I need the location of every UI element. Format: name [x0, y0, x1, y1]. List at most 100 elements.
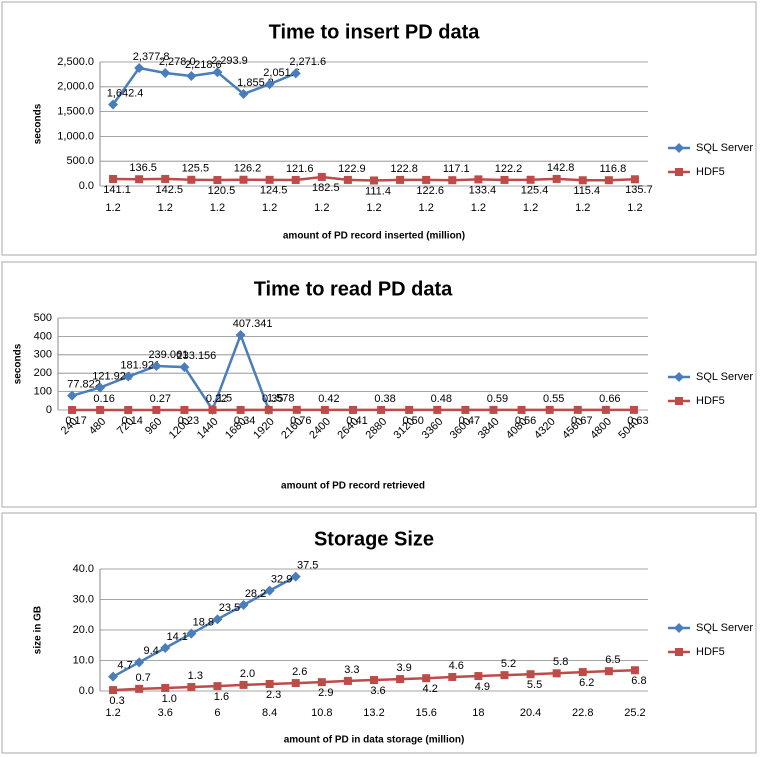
data-label: 0.34 — [234, 415, 255, 427]
marker — [213, 176, 222, 185]
data-label: 122.8 — [390, 163, 418, 175]
x-tick-label: 25.2 — [624, 707, 645, 719]
data-label: 1,855.3 — [237, 77, 274, 89]
x-tick-label: 6 — [214, 707, 220, 719]
x-tick-label: 1.2 — [471, 202, 486, 214]
data-label: 239.061 — [148, 349, 188, 361]
x-tick-label: 8.4 — [262, 707, 277, 719]
marker — [238, 88, 249, 99]
data-label: 4.9 — [475, 681, 490, 693]
marker — [474, 672, 483, 681]
legend-label: SQL Server — [696, 371, 753, 383]
y-tick-label: 0.0 — [79, 685, 94, 697]
y-tick-label: 100 — [34, 386, 52, 398]
data-label: 0.7 — [135, 672, 150, 684]
data-label: 121.6 — [286, 163, 314, 175]
marker — [396, 675, 405, 684]
marker — [552, 174, 561, 183]
data-label: 2.3 — [266, 689, 281, 701]
data-label: 2,278.0 — [159, 56, 196, 68]
marker — [343, 676, 352, 685]
marker — [552, 669, 561, 678]
marker — [67, 390, 78, 401]
y-axis-title: size in GB — [33, 606, 44, 654]
marker — [108, 671, 119, 682]
x-axis-title: amount of PD record inserted (million) — [283, 231, 465, 242]
marker — [235, 330, 246, 341]
y-axis-title: seconds — [13, 343, 24, 384]
marker — [370, 176, 378, 185]
data-label: 0.59 — [487, 393, 508, 405]
panel — [1, 261, 757, 508]
marker — [179, 362, 190, 373]
y-tick-label: 400 — [34, 330, 52, 342]
legend-label: HDF5 — [696, 166, 725, 178]
marker — [187, 175, 196, 184]
x-axis-title: amount of PD in data storage (million) — [284, 735, 465, 746]
data-label: 0.47 — [459, 415, 480, 427]
marker — [290, 571, 301, 582]
x-tick-label: 15.6 — [415, 707, 436, 719]
data-label: 0.48 — [431, 393, 452, 405]
marker — [320, 405, 329, 414]
marker — [265, 679, 274, 688]
chart-title: Time to insert PD data — [269, 21, 481, 43]
data-label: 32.9 — [271, 574, 292, 586]
marker — [448, 176, 457, 185]
data-label: 0.63 — [627, 415, 648, 427]
x-axis-title: amount of PD record retrieved — [281, 481, 425, 492]
marker — [135, 684, 144, 693]
marker — [95, 382, 106, 393]
data-label: 1.6 — [214, 691, 229, 703]
marker — [134, 63, 145, 74]
data-label: 37.5 — [297, 560, 318, 572]
data-label: 0.3 — [109, 695, 124, 707]
x-tick-label: 20.4 — [520, 707, 541, 719]
y-tick-label: 2,500.0 — [57, 56, 94, 68]
data-label: 181.921 — [120, 359, 160, 371]
data-label: 121.921 — [92, 370, 132, 382]
x-tick-label: 1.2 — [523, 202, 538, 214]
marker — [68, 405, 77, 414]
chart-title: Storage Size — [314, 528, 434, 550]
x-tick-label: 480 — [87, 416, 108, 437]
data-label: 2,218.6 — [185, 59, 222, 71]
marker — [630, 175, 639, 184]
data-label: 1.0 — [162, 693, 177, 705]
y-tick-label: 0 — [46, 404, 52, 416]
data-label: 0.38 — [374, 393, 395, 405]
x-tick-label: 1.2 — [575, 202, 590, 214]
marker — [264, 585, 275, 596]
x-tick-label: 18 — [472, 707, 484, 719]
data-label: 133.4 — [469, 184, 497, 196]
data-label: 115.4 — [573, 185, 600, 197]
legend-label: SQL Server — [696, 142, 753, 154]
data-label: 4.6 — [449, 660, 464, 672]
data-label: 122.9 — [338, 163, 366, 175]
marker — [500, 175, 509, 184]
marker — [601, 405, 610, 414]
legend-marker — [674, 143, 684, 153]
marker — [187, 683, 196, 692]
marker — [264, 405, 273, 414]
data-label: 0.23 — [178, 415, 199, 427]
marker — [604, 176, 613, 185]
x-tick-label: 10.8 — [311, 707, 332, 719]
marker — [448, 672, 457, 681]
data-label: 0.16 — [93, 393, 114, 405]
marker — [186, 70, 197, 81]
data-label: 142.5 — [155, 184, 183, 196]
data-label: 111.4 — [365, 185, 391, 197]
x-tick-label: 1.2 — [158, 202, 173, 214]
marker — [109, 175, 118, 184]
chart-title: Time to read PD data — [254, 278, 453, 300]
legend-marker — [675, 397, 683, 405]
x-tick-label: 1.2 — [627, 202, 642, 214]
marker — [630, 666, 639, 675]
marker — [290, 68, 301, 79]
data-label: 5.5 — [527, 679, 542, 691]
marker — [343, 175, 352, 184]
x-tick-label: 13.2 — [363, 707, 384, 719]
x-tick-label: 1.2 — [105, 202, 120, 214]
data-label: 0.35 — [262, 393, 283, 405]
